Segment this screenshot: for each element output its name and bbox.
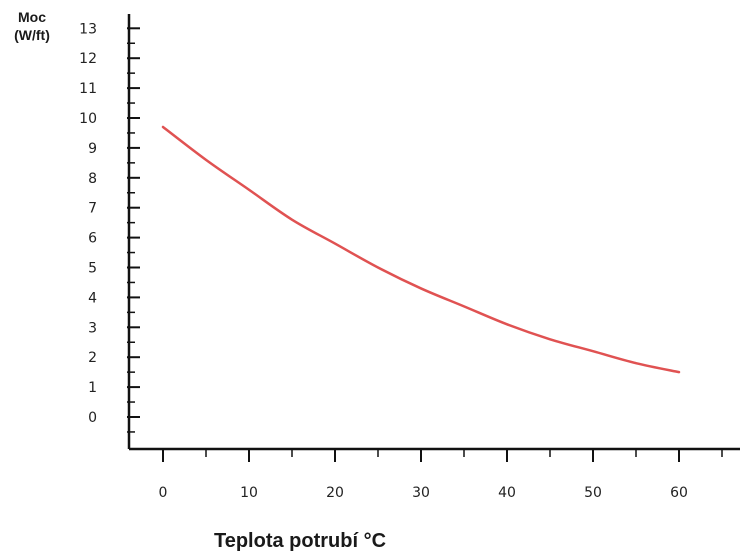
y-tick-label: 4 <box>88 290 97 306</box>
x-ticks: 0 10 20 30 40 50 60 <box>159 449 723 501</box>
x-tick-label: 50 <box>584 485 602 501</box>
x-tick-label: 0 <box>159 485 168 501</box>
y-tick-label: 3 <box>88 320 97 336</box>
y-tick-label: 13 <box>79 21 97 37</box>
y-tick-label: 5 <box>88 261 97 277</box>
y-tick-label: 7 <box>88 201 97 217</box>
x-tick-label: 60 <box>670 485 688 501</box>
x-axis-label: Teplota potrubí °C <box>213 530 387 552</box>
x-tick-label: 40 <box>498 485 516 501</box>
y-tick-label: 0 <box>88 410 97 426</box>
series-line <box>161 125 681 374</box>
x-tick-label: 10 <box>240 485 258 501</box>
y-tick-label: 12 <box>79 51 97 67</box>
y-tick-label: 1 <box>88 380 97 396</box>
y-axis-label: Moc (W/ft) <box>4 8 60 44</box>
y-tick-label: 6 <box>88 231 97 247</box>
y-axis-label-line2: (W/ft) <box>14 27 50 43</box>
series-group <box>161 125 681 374</box>
x-tick-label: 20 <box>326 485 344 501</box>
y-tick-label: 10 <box>79 111 97 127</box>
y-tick-label: 9 <box>88 141 97 157</box>
axes <box>127 14 740 451</box>
x-tick-label: 30 <box>412 485 430 501</box>
y-tick-label: 8 <box>88 171 97 187</box>
y-tick-label: 2 <box>88 350 97 366</box>
y-axis-label-line1: Moc <box>18 9 46 25</box>
y-tick-label: 11 <box>79 81 97 97</box>
